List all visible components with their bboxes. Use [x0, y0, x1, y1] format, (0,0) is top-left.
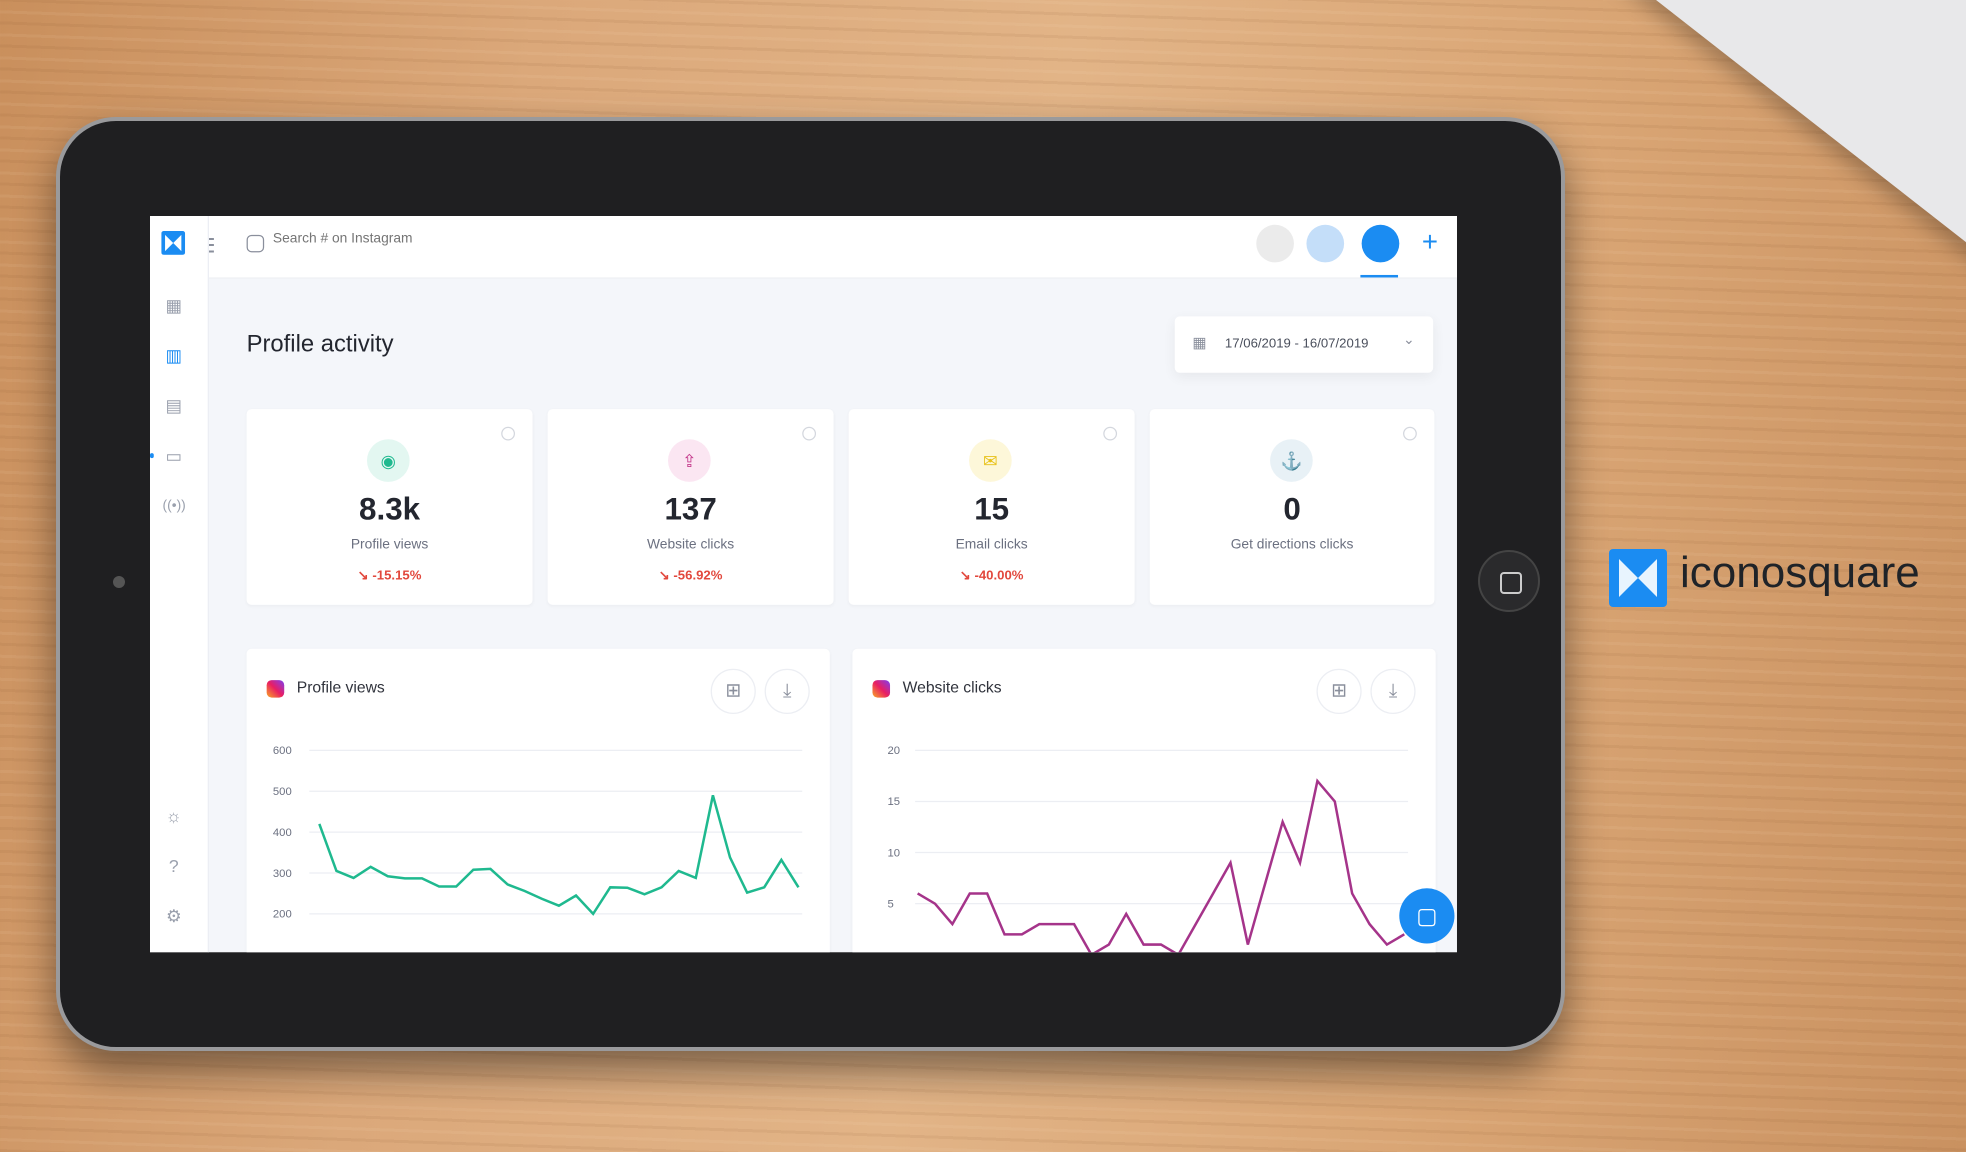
calendar-icon: ▦ [1192, 333, 1207, 352]
instagram-icon [872, 680, 891, 698]
table-view-button[interactable]: ⊞ [710, 668, 756, 714]
app-logo-icon[interactable] [161, 231, 186, 255]
stat-card-email-clicks: ✉ 15 Email clicks ↘ -40.00% [848, 409, 1135, 605]
y-tick-label: 200 [273, 909, 292, 921]
stat-change-value: -56.92% [673, 568, 723, 584]
download-button[interactable]: ⤓ [1370, 668, 1416, 714]
info-icon[interactable] [501, 426, 516, 441]
email-icon: ✉ [969, 439, 1012, 482]
tablet-camera [113, 576, 125, 588]
stat-card-website-clicks: ⇪ 137 Website clicks ↘ -56.92% [547, 409, 834, 605]
series-line [916, 778, 1405, 953]
instagram-icon [246, 234, 265, 253]
search-input[interactable] [272, 231, 549, 247]
add-account-icon[interactable]: + [1421, 226, 1438, 258]
conversations-icon[interactable]: ▭ [165, 445, 183, 466]
stat-change: ↘ -15.15% [357, 568, 422, 584]
stat-value: 0 [1283, 491, 1301, 528]
stat-change: ↘ -56.92% [658, 568, 723, 584]
help-icon[interactable]: ? [168, 855, 179, 876]
y-tick-label: 500 [273, 786, 292, 798]
stat-value: 15 [974, 491, 1010, 528]
website-clicks-chart: 20 15 10 5 [888, 745, 1409, 953]
stat-change-value: -40.00% [974, 568, 1024, 584]
active-account-indicator [1360, 274, 1399, 278]
table-view-button[interactable]: ⊞ [1316, 668, 1362, 714]
info-icon[interactable] [1403, 426, 1417, 441]
notification-dot [150, 453, 154, 459]
app-screen: ☰ + ▦ ▥ ▤ ▭ ((•)) ☼ ? ⚙ Profile activity… [150, 216, 1457, 953]
y-tick-label: 20 [888, 745, 901, 757]
date-range-value: 17/06/2019 - 16/07/2019 [1224, 336, 1369, 352]
dashboard-icon[interactable]: ▦ [165, 295, 183, 316]
chevron-down-icon: ⌄ [1403, 332, 1415, 348]
tablet-home-button [1478, 550, 1540, 612]
chat-support-button[interactable]: ▢ [1399, 888, 1455, 944]
stat-change: ↘ -40.00% [959, 568, 1024, 584]
stat-change-value: -15.15% [372, 568, 422, 584]
download-button[interactable]: ⤓ [764, 668, 810, 714]
listening-icon[interactable]: ((•)) [162, 498, 186, 514]
y-tick-label: 10 [888, 847, 901, 859]
stat-label: Website clicks [647, 537, 735, 553]
account-avatar-active[interactable] [1361, 224, 1400, 263]
y-tick-label: 5 [888, 898, 894, 910]
chart-card-profile-views: Profile views ⊞ ⤓ 600 500 400 300 200 [246, 648, 830, 953]
whats-new-icon[interactable]: ☼ [165, 805, 182, 826]
y-tick-label: 15 [888, 796, 901, 808]
stat-value: 137 [664, 491, 717, 528]
info-icon[interactable] [802, 426, 817, 441]
page-title: Profile activity [246, 331, 394, 358]
settings-icon[interactable]: ⚙ [165, 905, 182, 926]
publisher-icon[interactable]: ▤ [165, 395, 183, 416]
brand-logo-text: iconosquare [1680, 548, 1920, 597]
stat-label: Email clicks [955, 537, 1028, 553]
stat-card-profile-views: ◉ 8.3k Profile views ↘ -15.15% [246, 409, 533, 605]
chart-title: Website clicks [902, 678, 1002, 697]
stat-card-directions-clicks: ⚓ 0 Get directions clicks [1149, 409, 1435, 605]
y-tick-label: 600 [273, 745, 292, 757]
eye-icon: ◉ [366, 439, 410, 482]
iconosquare-logo-icon [1609, 549, 1667, 607]
top-bar: ☰ + [150, 216, 1457, 279]
stat-label: Get directions clicks [1230, 537, 1354, 553]
stat-value: 8.3k [359, 491, 421, 528]
stat-label: Profile views [350, 537, 429, 553]
chart-card-website-clicks: Website clicks ⊞ ⤓ 20 15 10 5 [852, 648, 1436, 953]
sidebar: ▦ ▥ ▤ ▭ ((•)) ☼ ? ⚙ [150, 216, 209, 953]
account-avatar[interactable] [1306, 224, 1345, 263]
y-tick-label: 400 [273, 827, 292, 839]
date-range-picker[interactable]: ▦ 17/06/2019 - 16/07/2019 ⌄ [1174, 316, 1434, 373]
y-tick-label: 300 [273, 868, 292, 880]
series-line [318, 794, 800, 916]
location-pin-icon: ⚓ [1270, 439, 1313, 482]
website-icon: ⇪ [668, 439, 711, 482]
profile-views-chart: 600 500 400 300 200 [273, 745, 803, 921]
account-avatar[interactable] [1256, 224, 1294, 263]
info-icon[interactable] [1103, 426, 1118, 441]
analytics-icon[interactable]: ▥ [165, 345, 183, 366]
chart-title: Profile views [296, 678, 385, 697]
instagram-icon [266, 680, 285, 698]
